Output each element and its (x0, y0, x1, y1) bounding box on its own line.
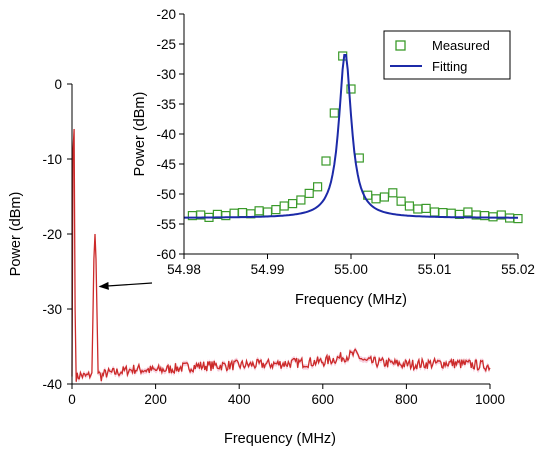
main-y-tick-label: 0 (54, 77, 62, 92)
main-x-tick-label: 1000 (475, 392, 505, 407)
inset-y-tick-label: -30 (156, 67, 176, 82)
peak-pointer-arrow (98, 281, 153, 290)
main-x-tick-label: 200 (144, 392, 167, 407)
inset-y-tick-label: -60 (156, 247, 176, 262)
main-chart: 0 200 400 600 800 1000 0 -10 -20 -30 -40 Frequency… (8, 77, 505, 447)
main-x-axis-label: Frequency (MHz) (224, 431, 336, 447)
main-y-tick-label: -20 (42, 227, 62, 242)
legend-box (383, 30, 511, 80)
inset-y-tick-label: -50 (156, 187, 176, 202)
inset-x-tick-label: 54.98 (167, 262, 201, 277)
inset-y-tick-label: -25 (156, 37, 176, 52)
legend-marker-measured (395, 40, 406, 51)
measured-point (329, 108, 339, 118)
main-tick-labels: 0 200 400 600 800 1000 0 -10 -20 -30 -40 (42, 77, 505, 407)
measured-point (321, 156, 331, 166)
legend-label-fitting: Fitting (432, 59, 467, 74)
main-y-tick-label: -40 (42, 377, 62, 392)
legend: Measured Fitting (383, 30, 511, 80)
inset-x-tick-label: 55.02 (501, 262, 535, 277)
main-series-line (71, 128, 491, 382)
fitting-line (184, 54, 518, 219)
inset-series-layer (184, 51, 523, 224)
inset-y-tick-label: -55 (156, 217, 176, 232)
inset-y-axis-label: Power (dBm) (132, 92, 148, 177)
measured-point (313, 182, 323, 192)
measured-point (388, 188, 398, 198)
measured-point (296, 195, 306, 205)
inset-axes (179, 13, 519, 259)
main-y-axis-label: Power (dBm) (8, 192, 24, 277)
main-x-tick-label: 600 (312, 392, 335, 407)
inset-x-tick-label: 55.01 (418, 262, 452, 277)
inset-x-axis-label: Frequency (MHz) (295, 292, 407, 308)
measured-point (304, 188, 314, 198)
main-x-tick-label: 400 (228, 392, 251, 407)
main-axes (67, 83, 491, 389)
inset-y-tick-label: -20 (156, 7, 176, 22)
legend-label-measured: Measured (432, 38, 490, 53)
main-x-tick-label: 0 (68, 392, 76, 407)
inset-y-tick-label: -40 (156, 127, 176, 142)
measured-point (346, 84, 356, 94)
main-series-layer (71, 126, 491, 385)
main-y-tick-label: -10 (42, 152, 62, 167)
inset-y-tick-label: -35 (156, 97, 176, 112)
inset-tick-labels: 54.98 54.99 55.00 55.01 55.02 -20 -25 -30 -35 -40… (156, 7, 534, 277)
measured-point (396, 196, 406, 206)
inset-x-tick-label: 54.99 (251, 262, 285, 277)
main-y-tick-label: -30 (42, 302, 62, 317)
inset-x-tick-label: 55.00 (334, 262, 368, 277)
inset-y-tick-label: -45 (156, 157, 176, 172)
inset-chart: 54.98 54.99 55.00 55.01 55.02 -20 -25 -30 -35 -40… (128, 6, 546, 312)
main-x-tick-label: 800 (395, 392, 418, 407)
